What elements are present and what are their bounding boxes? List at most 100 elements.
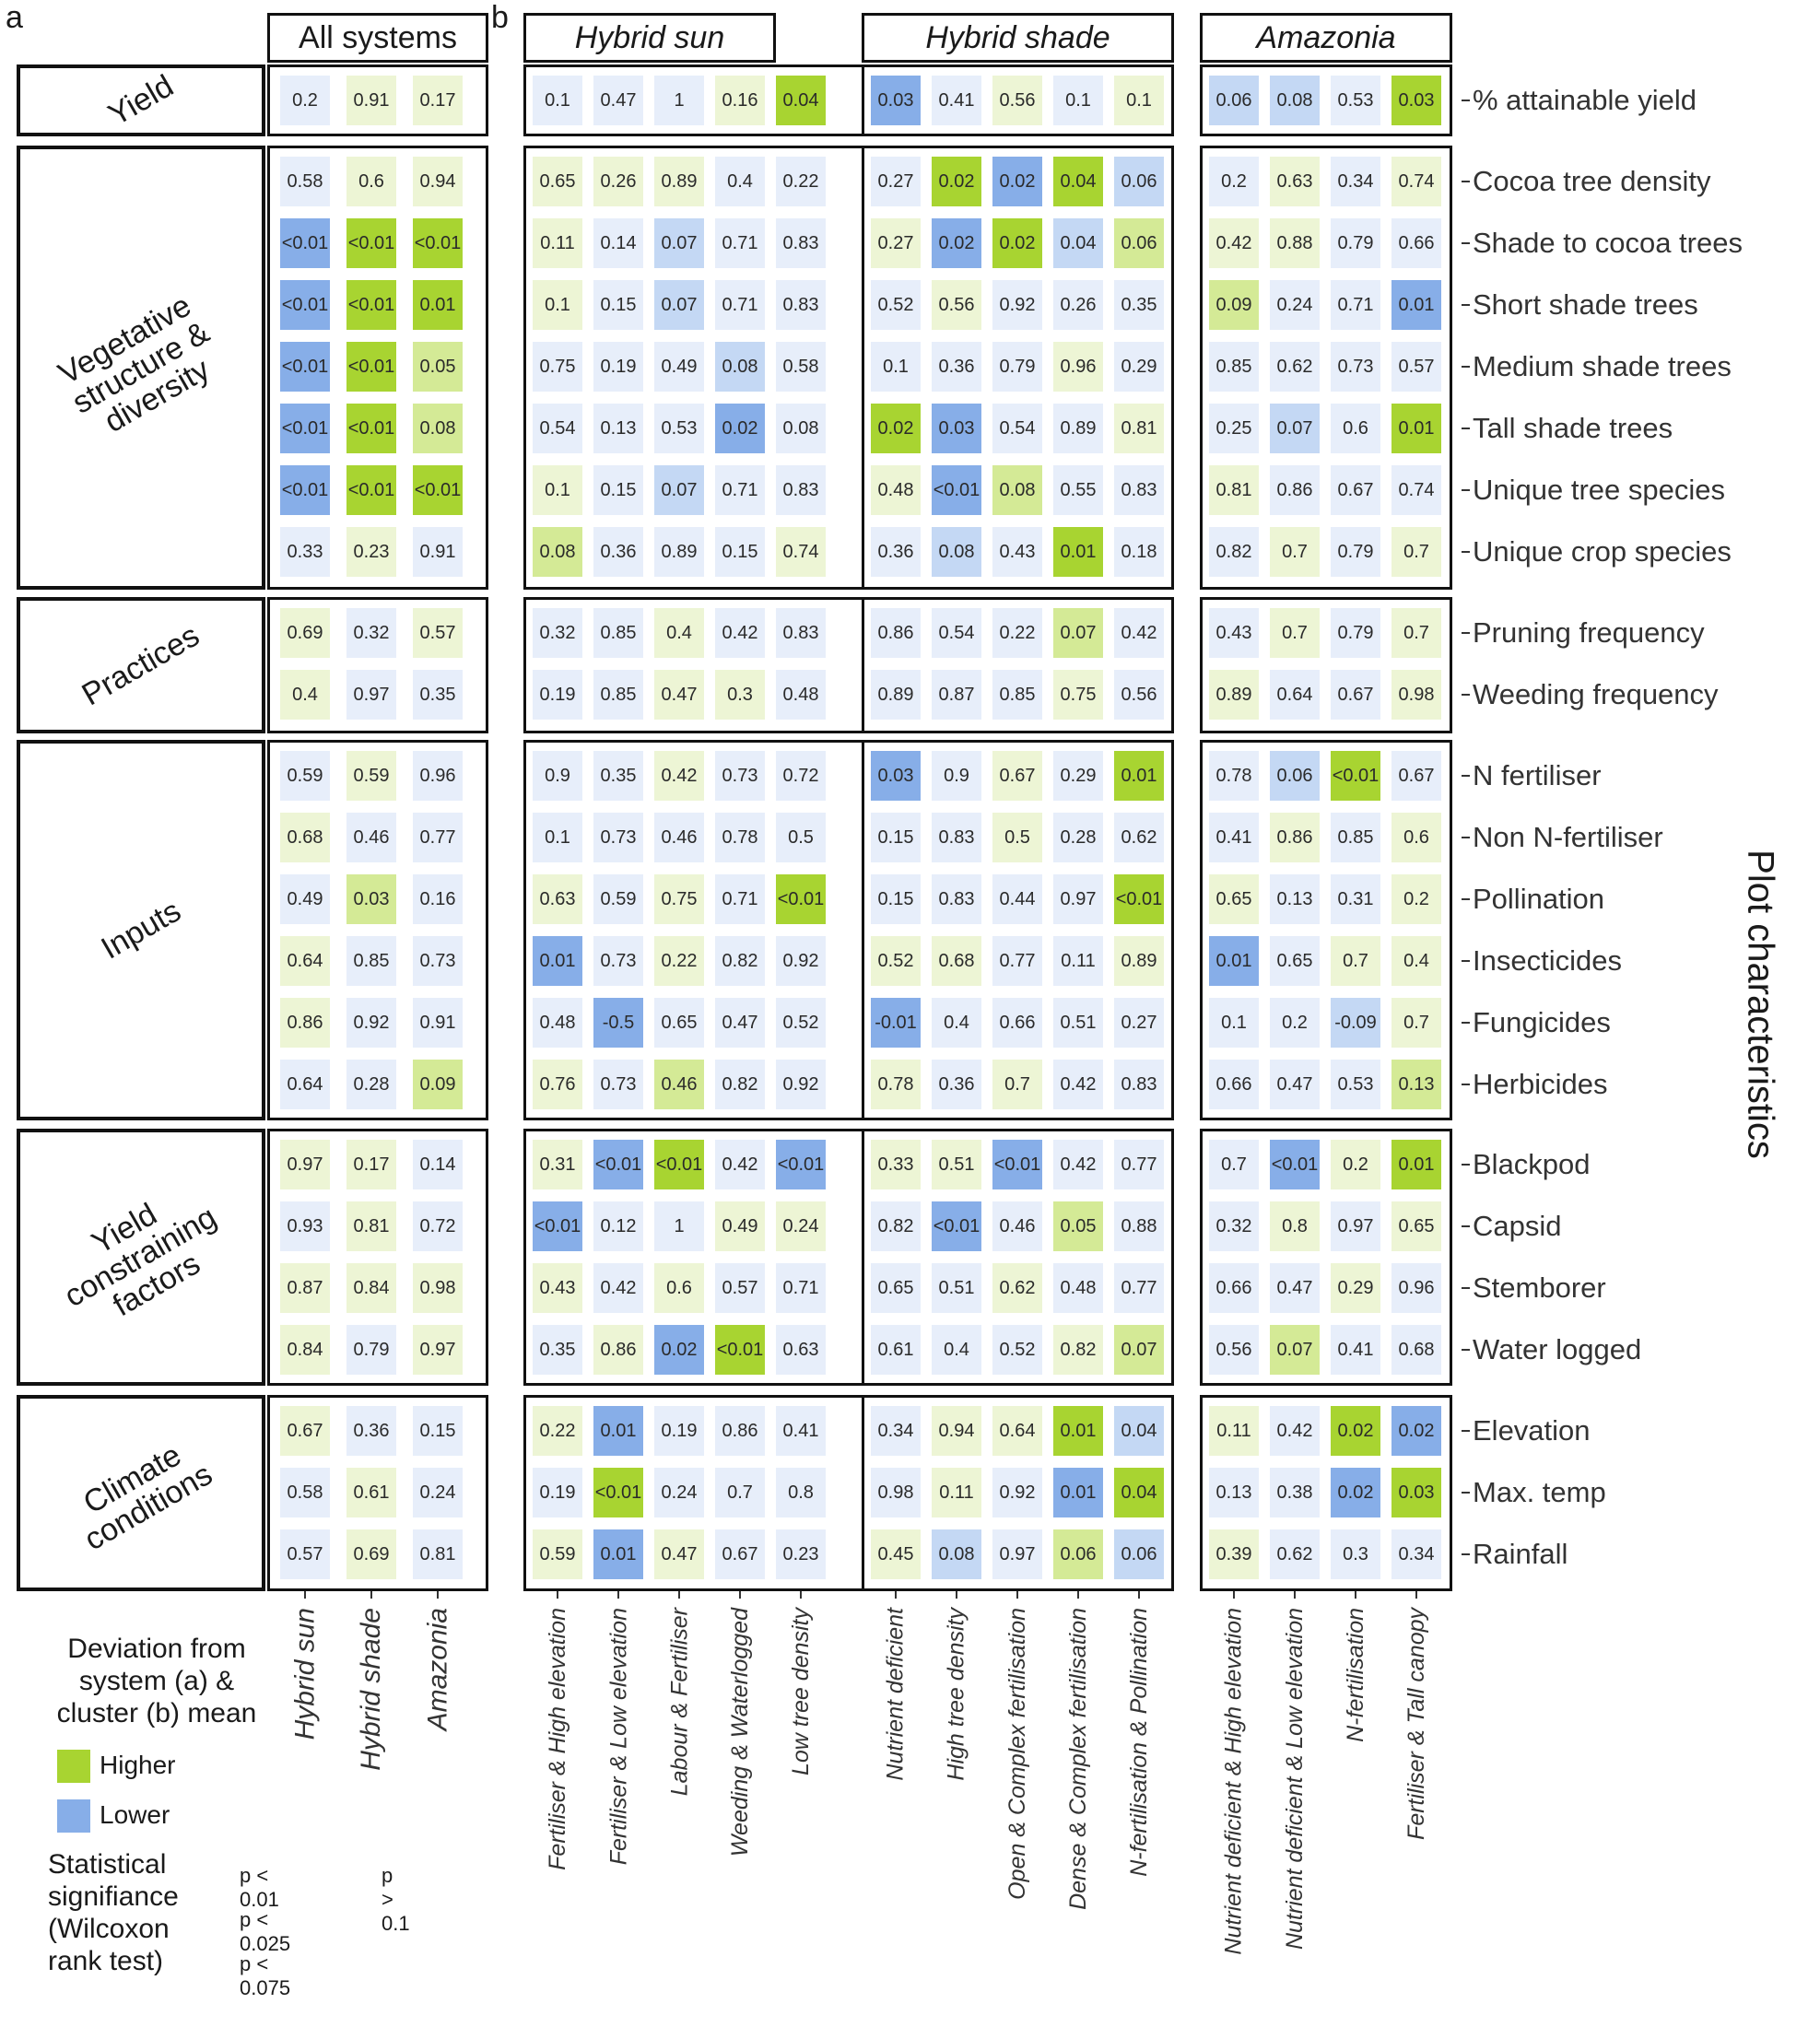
- heatmap-cell: 0.47: [715, 998, 765, 1048]
- heatmap-cell: 0.79: [1331, 218, 1380, 268]
- heatmap-cell: 0.33: [280, 527, 330, 577]
- heatmap-cell: 0.79: [1331, 527, 1380, 577]
- heatmap-cell: 0.57: [715, 1263, 765, 1313]
- heatmap-cell: 0.14: [593, 218, 643, 268]
- heatmap-cell: 0.06: [1114, 1529, 1164, 1579]
- row-label: N fertiliser: [1473, 759, 1602, 791]
- heatmap-cell: 0.57: [1391, 342, 1441, 392]
- heatmap-cell: 0.7: [1391, 608, 1441, 658]
- heatmap-cell: 0.97: [1331, 1201, 1380, 1251]
- heatmap-cell: 0.06: [1270, 751, 1320, 801]
- heatmap-cell: 0.02: [1391, 1406, 1441, 1456]
- row-tick: [1462, 1492, 1470, 1494]
- heatmap-cell: 0.36: [932, 342, 981, 392]
- heatmap-cell: 0.7: [1270, 527, 1320, 577]
- heatmap-cell: 0.8: [1270, 1201, 1320, 1251]
- heatmap-cell: 0.35: [533, 1325, 582, 1375]
- heatmap-cell: 0.02: [992, 218, 1042, 268]
- heatmap-cell: 0.01: [413, 280, 463, 330]
- heatmap-cell: 0.13: [593, 404, 643, 453]
- heatmap-cell: 0.98: [1391, 670, 1441, 720]
- heatmap-cell: 0.45: [871, 1529, 921, 1579]
- heatmap-cell: 0.1: [533, 465, 582, 515]
- heatmap-cell: 1: [654, 76, 704, 125]
- heatmap-cell: 0.08: [776, 404, 826, 453]
- panel-group-box: [267, 740, 488, 1120]
- heatmap-cell: 0.83: [932, 874, 981, 924]
- heatmap-cell: <0.01: [346, 404, 396, 453]
- heatmap-cell: 0.05: [1053, 1201, 1103, 1251]
- row-tick: [1462, 366, 1470, 368]
- row-label: Weeding frequency: [1473, 678, 1719, 710]
- heatmap-cell: 0.15: [715, 527, 765, 577]
- heatmap-cell: 0.06: [1114, 157, 1164, 206]
- heatmap-cell: 0.7: [1209, 1140, 1259, 1189]
- heatmap-cell: <0.01: [593, 1140, 643, 1189]
- heatmap-cell: <0.01: [593, 1468, 643, 1517]
- heatmap-cell: 0.81: [346, 1201, 396, 1251]
- heatmap-cell: 0.32: [346, 608, 396, 658]
- heatmap-cell: 0.08: [932, 1529, 981, 1579]
- heatmap-cell: 0.42: [1053, 1140, 1103, 1189]
- heatmap-cell: 0.03: [932, 404, 981, 453]
- panel-title: Amazonia: [1200, 13, 1452, 63]
- heatmap-cell: 0.65: [1391, 1201, 1441, 1251]
- heatmap-cell: 0.65: [871, 1263, 921, 1313]
- heatmap-cell: 0.1: [1053, 76, 1103, 125]
- heatmap-cell: <0.01: [280, 280, 330, 330]
- column-tick: [739, 1591, 741, 1599]
- heatmap-cell: 0.53: [1331, 76, 1380, 125]
- column-tick: [1077, 1591, 1079, 1599]
- heatmap-cell: 0.75: [533, 342, 582, 392]
- heatmap-cell: 0.42: [715, 608, 765, 658]
- row-label: Herbicides: [1473, 1068, 1608, 1100]
- heatmap-cell: 0.07: [654, 218, 704, 268]
- group-label-box: Inputs: [17, 740, 265, 1120]
- heatmap-cell: 0.92: [992, 280, 1042, 330]
- heatmap-cell: 0.86: [715, 1406, 765, 1456]
- row-label: Tall shade trees: [1473, 412, 1673, 444]
- heatmap-cell: 0.83: [776, 280, 826, 330]
- heatmap-cell: 0.51: [1053, 998, 1103, 1048]
- heatmap-cell: 0.02: [932, 157, 981, 206]
- heatmap-cell: 0.02: [654, 1325, 704, 1375]
- heatmap-cell: 0.86: [280, 998, 330, 1048]
- heatmap-cell: 0.08: [533, 527, 582, 577]
- heatmap-cell: 0.73: [593, 936, 643, 986]
- column-tick: [678, 1591, 680, 1599]
- column-tick: [617, 1591, 619, 1599]
- heatmap-cell: 0.35: [593, 751, 643, 801]
- heatmap-cell: 0.08: [715, 342, 765, 392]
- heatmap-cell: 0.01: [593, 1529, 643, 1579]
- heatmap-cell: 0.57: [280, 1529, 330, 1579]
- heatmap-cell: 0.07: [1270, 404, 1320, 453]
- heatmap-cell: 0.7: [992, 1060, 1042, 1109]
- legend-higher-swatch: [57, 1750, 90, 1783]
- heatmap-cell: 0.29: [1331, 1263, 1380, 1313]
- heatmap-cell: 0.82: [715, 1060, 765, 1109]
- heatmap-cell: 0.77: [992, 936, 1042, 986]
- heatmap-cell: 0.96: [413, 751, 463, 801]
- heatmap-cell: 0.82: [1209, 527, 1259, 577]
- heatmap-cell: 0.2: [1270, 998, 1320, 1048]
- heatmap-cell: 0.67: [280, 1406, 330, 1456]
- column-label-text: Fertiliser & Tall canopy: [1403, 1608, 1429, 1840]
- group-label: Climate conditions: [77, 1436, 219, 1557]
- significance-level-2: p < 0.025: [240, 1908, 291, 1955]
- heatmap-cell: 0.63: [533, 874, 582, 924]
- heatmap-cell: 0.27: [1114, 998, 1164, 1048]
- heatmap-cell: 0.92: [346, 998, 396, 1048]
- heatmap-cell: 0.68: [280, 813, 330, 862]
- heatmap-cell: 0.87: [932, 670, 981, 720]
- heatmap-cell: 0.01: [1053, 1406, 1103, 1456]
- heatmap-cell: 0.7: [1391, 527, 1441, 577]
- heatmap-cell: -0.01: [871, 998, 921, 1048]
- heatmap-cell: <0.01: [992, 1140, 1042, 1189]
- heatmap-cell: 0.46: [992, 1201, 1042, 1251]
- heatmap-cell: 0.71: [715, 874, 765, 924]
- heatmap-cell: 0.64: [280, 1060, 330, 1109]
- heatmap-cell: 0.64: [992, 1406, 1042, 1456]
- heatmap-cell: 0.46: [654, 1060, 704, 1109]
- heatmap-cell: 0.52: [871, 936, 921, 986]
- heatmap-cell: 0.36: [932, 1060, 981, 1109]
